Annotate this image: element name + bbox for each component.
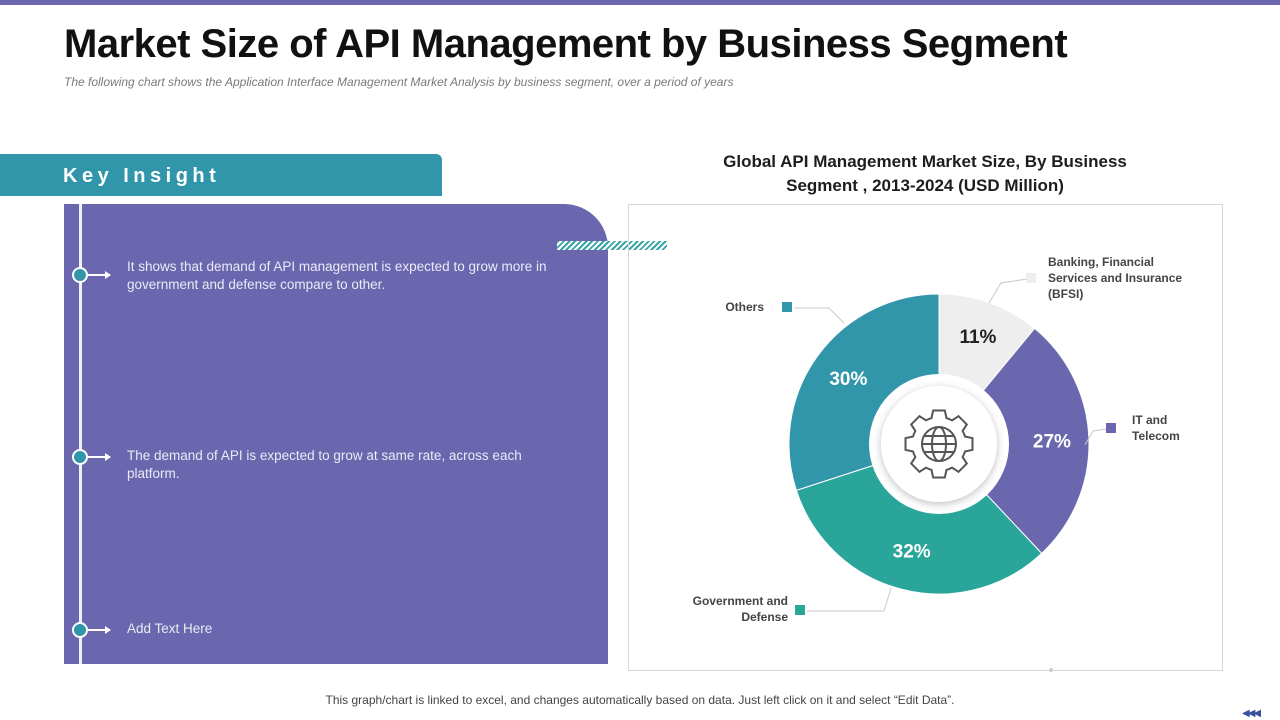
top-accent-bar (0, 0, 1280, 5)
arrow-right-icon (88, 271, 111, 279)
donut-chart: 11% Banking, Financial Services and Insura… (693, 255, 1182, 672)
key-insight-panel: It shows that demand of API management i… (64, 204, 608, 664)
legend-marker (1026, 273, 1036, 283)
timeline-dot (72, 267, 88, 283)
timeline-dot (72, 449, 88, 465)
legend-marker (1106, 423, 1116, 433)
page-title: Market Size of API Management by Busines… (64, 22, 1068, 66)
leader-line (1084, 428, 1108, 446)
leader-line (807, 587, 892, 612)
decorative-hatch (557, 241, 667, 250)
chart-title: Global API Management Market Size, By Bu… (723, 152, 1127, 195)
insight-text-2: The demand of API is expected to grow at… (127, 448, 522, 481)
pie-slice[interactable] (938, 327, 1090, 555)
arrow-right-icon (88, 453, 111, 461)
data-label: 30% (829, 369, 867, 390)
insight-text-1: It shows that demand of API management i… (127, 259, 547, 292)
timeline-line (79, 204, 82, 664)
data-label: 32% (893, 542, 931, 563)
leader-line (794, 307, 845, 324)
page-subtitle: The following chart shows the Applicatio… (64, 75, 734, 89)
legend-label: Government and Defense (693, 594, 789, 624)
pie-slice[interactable] (795, 443, 1043, 595)
timeline-dot (72, 622, 88, 638)
legend-marker (782, 302, 792, 312)
resize-handle (1049, 668, 1053, 672)
legend-label: Banking, Financial Services and Insurance… (1048, 255, 1182, 301)
key-insight-title: Key Insight (63, 165, 221, 187)
footnote: This graph/chart is linked to excel, and… (325, 693, 955, 707)
legend-label: IT and Telecom (1132, 413, 1180, 443)
insight-text-3[interactable]: Add Text Here (127, 621, 213, 636)
gear-globe-icon (904, 409, 974, 479)
data-label: 27% (1033, 431, 1071, 452)
data-label: 11% (959, 327, 996, 348)
arrow-right-icon (88, 626, 111, 634)
legend-label: Others (725, 300, 764, 314)
legend-marker (795, 605, 805, 615)
leader-line (988, 278, 1028, 304)
chart-area[interactable]: 11% Banking, Financial Services and Insura… (628, 204, 1223, 672)
previous-slide-arrows-icon[interactable]: ◀◀◀ (1242, 708, 1261, 719)
key-insight-header: Key Insight (0, 154, 442, 196)
